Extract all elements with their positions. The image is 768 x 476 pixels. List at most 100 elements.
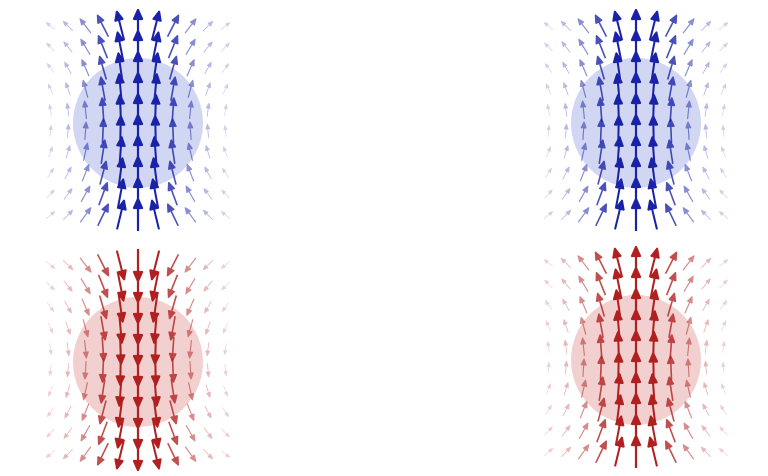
- arrow: [544, 211, 553, 218]
- arrow: [82, 404, 89, 421]
- arrow: [223, 147, 227, 158]
- arrow: [720, 300, 727, 309]
- arrow: [545, 280, 553, 288]
- arrow: [562, 189, 570, 200]
- arrow: [66, 103, 70, 116]
- arrow: [168, 254, 179, 275]
- arrow: [99, 183, 108, 205]
- arrow: [719, 211, 728, 218]
- arrow: [49, 364, 52, 375]
- arrow: [666, 15, 677, 36]
- arrow: [47, 429, 55, 437]
- arrow: [721, 321, 726, 331]
- arrow: [564, 145, 568, 158]
- arrow: [702, 279, 710, 290]
- arrow: [580, 165, 587, 182]
- page: {"panels": [ {"color": "#1a22a8", "fill"…: [0, 0, 768, 476]
- arrow: [66, 83, 71, 96]
- arrow: [204, 189, 212, 200]
- arrow: [205, 301, 212, 313]
- arrow: [223, 84, 228, 94]
- arrow: [701, 258, 711, 268]
- arrow: [545, 43, 553, 51]
- arrow: [169, 422, 178, 444]
- arrow: [564, 124, 568, 138]
- arrow: [221, 450, 230, 457]
- arrow: [222, 168, 228, 177]
- arrow: [561, 21, 571, 31]
- arrow: [221, 211, 230, 218]
- arrow: [66, 124, 70, 138]
- arrow: [223, 323, 228, 333]
- arrow: [82, 299, 89, 315]
- arrow: [596, 441, 606, 463]
- arrow: [205, 406, 211, 418]
- arrow: [66, 384, 70, 397]
- arrow: [547, 104, 550, 115]
- arrow: [222, 282, 230, 290]
- arrow: [579, 186, 588, 202]
- arrow: [684, 276, 693, 291]
- arrow: [722, 362, 725, 373]
- arrow: [47, 168, 53, 177]
- arrow: [564, 361, 568, 375]
- arrow: [701, 447, 710, 457]
- arrow: [563, 404, 569, 416]
- arrow: [168, 443, 178, 465]
- arrow: [224, 125, 227, 136]
- arrow: [596, 273, 605, 295]
- arrow: [98, 443, 108, 465]
- arrow: [632, 199, 640, 231]
- arrow: [683, 19, 694, 33]
- arrow: [206, 363, 210, 377]
- arrow: [63, 210, 72, 220]
- arrow: [169, 36, 178, 58]
- arrow: [683, 445, 694, 460]
- arrow: [704, 145, 708, 158]
- arrow: [203, 21, 213, 31]
- arrow: [546, 384, 550, 395]
- arrow: [80, 447, 91, 462]
- arrow: [563, 62, 570, 74]
- arrow: [685, 60, 692, 76]
- arrow: [721, 147, 725, 158]
- arrow: [203, 210, 212, 220]
- arrow: [704, 83, 709, 96]
- arrow: [562, 279, 570, 290]
- arrow: [98, 254, 109, 275]
- arrow: [579, 423, 588, 439]
- arrow: [562, 42, 570, 53]
- arrow: [703, 167, 709, 179]
- arrow: [82, 60, 89, 76]
- arrow: [578, 208, 589, 223]
- arrow: [185, 258, 196, 272]
- arrow: [221, 23, 230, 30]
- field-panel: [46, 249, 230, 470]
- arrow: [81, 186, 90, 202]
- arrow: [223, 386, 227, 397]
- arrow: [720, 63, 727, 72]
- arrow: [47, 407, 53, 416]
- arrow: [80, 208, 91, 223]
- arrow: [667, 36, 676, 58]
- arrow: [80, 19, 91, 33]
- arrow: [544, 260, 553, 267]
- arrow: [578, 19, 589, 33]
- arrow: [564, 320, 569, 333]
- arrow: [564, 382, 568, 395]
- arrow: [48, 386, 52, 397]
- arrow: [65, 62, 72, 74]
- arrow: [186, 425, 195, 441]
- arrow: [64, 42, 72, 53]
- arrow: [561, 447, 570, 457]
- arrow: [98, 204, 108, 226]
- arrow: [204, 281, 212, 292]
- arrow: [685, 165, 692, 182]
- arrow: [224, 104, 227, 115]
- arrow: [719, 448, 728, 455]
- arrow: [168, 183, 177, 205]
- arrow: [187, 404, 194, 421]
- arrow: [48, 323, 53, 333]
- arrow: [81, 39, 90, 54]
- arrow: [547, 362, 550, 373]
